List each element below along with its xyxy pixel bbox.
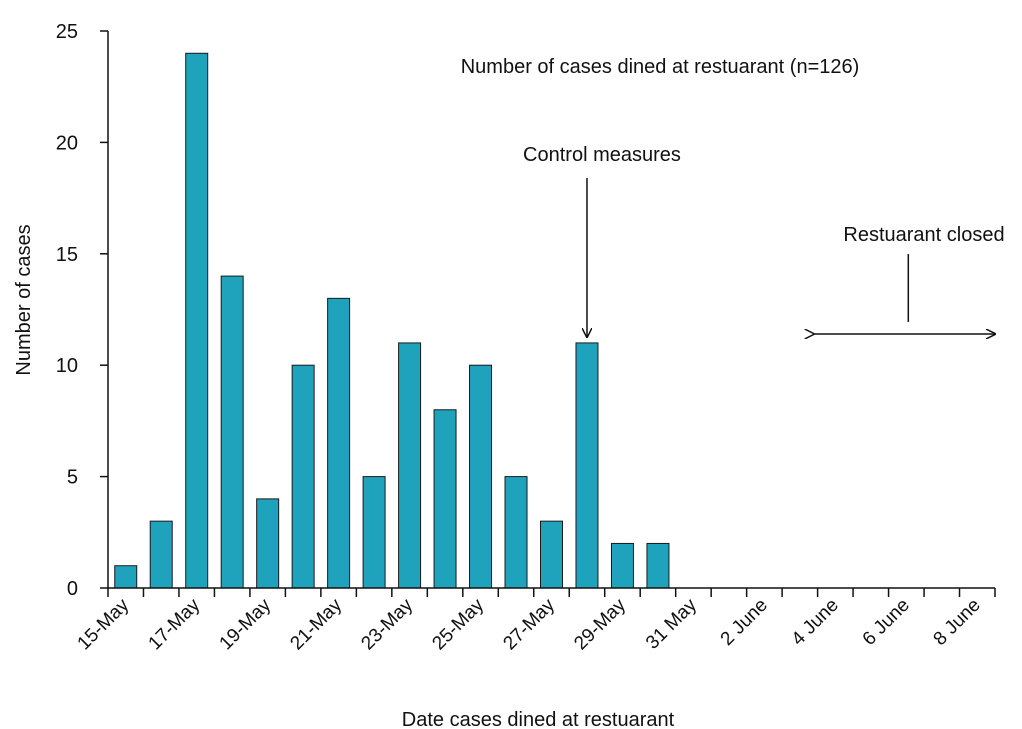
y-tick-label: 10	[56, 355, 78, 377]
y-axis-label: Number of cases	[13, 224, 35, 375]
x-tick-label: 29-May	[570, 594, 630, 654]
x-tick-label: 6 June	[859, 595, 914, 650]
annotations-group: Control measures Restuarant closed	[523, 144, 1005, 337]
y-tick-label: 20	[56, 132, 78, 154]
x-tick-label: 4 June	[788, 595, 843, 650]
x-tick-label: 31 May	[642, 594, 701, 653]
x-tick-label: 17-May	[145, 594, 205, 654]
x-tick-label: 8 June	[930, 595, 985, 650]
y-axis: 0 5 10 15 20 25	[56, 21, 109, 600]
x-tick-label: 23-May	[357, 594, 417, 654]
bar-15-May	[114, 565, 138, 589]
x-tick-label: 21-May	[287, 594, 347, 654]
x-tick-label: 2 June	[717, 595, 772, 650]
x-tick-label: 15-May	[74, 594, 134, 654]
annotation-control-measures-label: Control measures	[523, 144, 681, 166]
x-tick-label: 27-May	[499, 594, 559, 654]
chart-title: Number of cases dined at restuarant (n=1…	[461, 56, 860, 78]
annotation-restaurant-closed-label: Restuarant closed	[843, 224, 1004, 246]
bar-19-May	[256, 498, 280, 589]
bar-22-May	[362, 476, 386, 589]
y-tick-label: 25	[56, 21, 78, 43]
bar-23-May	[398, 342, 422, 589]
x-axis: 15-May 17-May 19-May 21-May 23-May 25-May 27-M…	[74, 587, 996, 654]
bar-27-May	[540, 520, 563, 589]
bar-17-May	[185, 52, 209, 589]
bar-29-May	[610, 542, 634, 589]
y-tick-label: 15	[56, 244, 78, 266]
y-tick-label: 0	[67, 578, 78, 600]
y-tick-label: 5	[67, 467, 78, 489]
x-tick-label: 19-May	[216, 594, 276, 654]
bar-18-May	[220, 275, 244, 589]
bar-24-May	[433, 409, 457, 589]
x-axis-label: Date cases dined at restuarant	[402, 709, 675, 729]
bar-25-May	[469, 364, 493, 589]
bar-16-May	[149, 520, 173, 589]
bar-26-May	[504, 476, 528, 589]
bar-30-May	[646, 542, 670, 589]
bars-group	[114, 52, 670, 589]
bar-20-May	[291, 364, 315, 589]
x-tick-label: 25-May	[428, 594, 488, 654]
bar-28-May	[575, 342, 599, 589]
bar-21-May	[327, 297, 351, 589]
